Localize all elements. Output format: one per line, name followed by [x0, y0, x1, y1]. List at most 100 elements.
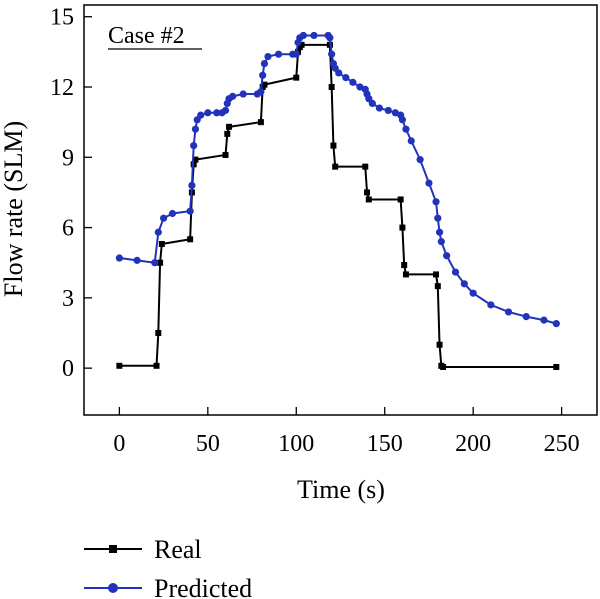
point-predicted: [375, 104, 384, 112]
point-predicted: [407, 137, 415, 145]
point-real: [222, 151, 229, 158]
point-predicted: [154, 228, 162, 236]
point-predicted: [264, 52, 272, 61]
legend: Real Predicted: [84, 535, 252, 599]
point-real: [553, 363, 560, 370]
point-predicted: [204, 109, 212, 117]
point-predicted: [213, 109, 221, 117]
point-real: [261, 81, 268, 88]
point-predicted: [487, 301, 495, 309]
point-real: [298, 41, 305, 48]
point-predicted: [188, 181, 196, 189]
x-tick-label: 100: [278, 431, 314, 457]
y-tick-label: 12: [50, 75, 74, 101]
legend-real-label: Real: [154, 535, 202, 564]
series-line-real: [119, 43, 557, 368]
point-real: [330, 142, 337, 149]
point-predicted: [191, 125, 200, 133]
point-predicted: [328, 50, 336, 58]
point-real: [328, 84, 335, 90]
point-real: [332, 163, 339, 170]
point-predicted: [432, 198, 440, 206]
point-predicted: [228, 92, 237, 100]
point-predicted: [260, 59, 269, 68]
series-layer: [115, 31, 560, 370]
point-real: [399, 224, 406, 231]
point-predicted: [469, 289, 477, 297]
point-predicted: [259, 71, 267, 79]
point-real: [158, 240, 165, 247]
y-tick-label: 3: [62, 286, 74, 312]
point-predicted: [342, 74, 350, 82]
point-real: [364, 189, 371, 196]
y-tick-label: 0: [62, 356, 74, 382]
point-predicted: [384, 106, 392, 115]
point-real: [293, 74, 300, 81]
point-real: [362, 163, 369, 170]
point-predicted: [160, 214, 168, 222]
point-predicted: [299, 31, 307, 40]
point-predicted: [522, 313, 530, 321]
point-real: [155, 330, 162, 336]
legend-predicted-label: Predicted: [154, 574, 252, 599]
point-predicted: [435, 228, 444, 236]
point-predicted: [115, 254, 123, 262]
point-predicted: [416, 156, 424, 164]
series-line-predicted: [119, 34, 557, 325]
point-real: [402, 271, 409, 278]
point-real: [440, 363, 447, 370]
point-predicted: [540, 316, 548, 324]
point-real: [397, 196, 404, 203]
x-tick-label: 150: [367, 431, 403, 457]
x-axis-title: Time (s): [297, 475, 385, 504]
point-predicted: [451, 268, 460, 276]
plot-frame: [83, 4, 598, 416]
y-tick-label: 9: [62, 145, 74, 171]
point-real: [224, 130, 231, 137]
legend-predicted-marker: [108, 583, 118, 593]
point-real: [226, 123, 233, 130]
case-annotation: Case #2: [108, 23, 185, 49]
point-predicted: [292, 50, 300, 58]
point-predicted: [443, 252, 451, 260]
x-tick-label: 250: [544, 431, 580, 457]
point-real: [153, 362, 160, 369]
ticks-layer: 0 50 100 150 200 250 0 3 6 9 12 15: [50, 5, 580, 457]
y-axis-title: Flow rate (SLM): [0, 121, 28, 297]
point-real: [192, 156, 199, 163]
x-tick-label: 200: [455, 431, 491, 457]
point-predicted: [368, 99, 376, 107]
point-predicted: [552, 320, 560, 328]
point-predicted: [168, 209, 177, 218]
point-real: [434, 283, 441, 290]
point-predicted: [274, 50, 283, 58]
point-predicted: [197, 111, 205, 119]
point-predicted: [310, 31, 318, 40]
point-predicted: [239, 90, 247, 98]
point-real: [401, 262, 408, 269]
legend-real-marker: [109, 545, 117, 553]
point-real: [157, 259, 164, 266]
point-real: [116, 362, 123, 369]
point-predicted: [151, 259, 159, 267]
point-predicted: [425, 179, 433, 187]
point-real: [257, 119, 264, 126]
point-predicted: [257, 88, 265, 96]
point-predicted: [221, 106, 230, 115]
point-predicted: [335, 69, 343, 77]
point-predicted: [190, 141, 198, 150]
point-real: [365, 196, 372, 203]
x-tick-label: 50: [196, 431, 220, 457]
y-tick-label: 15: [50, 5, 74, 31]
point-predicted: [504, 308, 513, 316]
point-predicted: [402, 125, 410, 133]
point-predicted: [186, 207, 194, 215]
y-tick-label: 6: [62, 216, 74, 242]
point-real: [187, 236, 194, 243]
point-predicted: [133, 256, 141, 264]
x-tick-label: 0: [113, 431, 125, 457]
point-predicted: [460, 280, 468, 288]
point-real: [433, 271, 440, 278]
point-real: [436, 341, 443, 348]
